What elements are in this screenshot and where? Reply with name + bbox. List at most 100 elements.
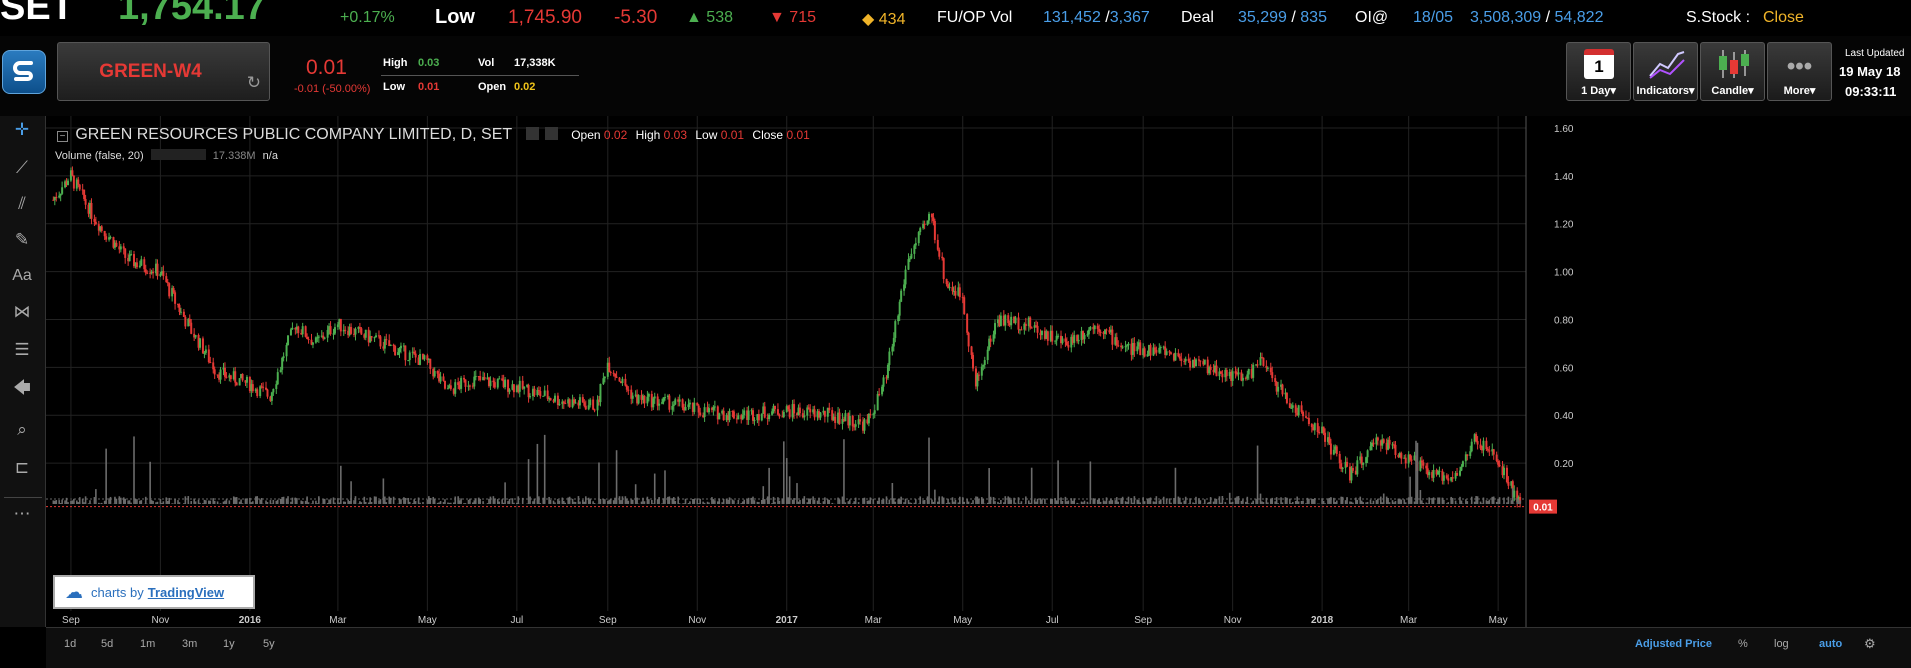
candle-body	[433, 371, 436, 377]
candle-body	[1428, 472, 1431, 476]
candle-body	[203, 352, 206, 354]
candle-body	[612, 372, 615, 374]
candle-body	[297, 326, 300, 333]
candle-body	[135, 262, 138, 268]
range-5d[interactable]: 5d	[101, 638, 114, 650]
candle-body	[1008, 322, 1011, 326]
volume-bar	[1470, 496, 1473, 504]
volume-bar	[872, 498, 875, 504]
volume-bar	[228, 500, 231, 504]
indicators-button[interactable]: Indicators▾	[1633, 42, 1698, 101]
candle-body	[222, 367, 225, 370]
volume-bar	[1168, 498, 1171, 504]
volume-bar	[1237, 496, 1240, 504]
brush-icon[interactable]: ✎	[14, 230, 30, 249]
candle-body	[1224, 370, 1227, 378]
price-chart[interactable]: 1.60 1.40 1.20 1.00 0.80 0.60 0.40 0.20 Sep Nov 20…	[46, 116, 1911, 627]
volume-bar	[1341, 496, 1344, 504]
range-1d[interactable]: 1d	[64, 638, 77, 650]
candle-body	[262, 386, 265, 388]
refresh-icon[interactable]: ↻	[246, 73, 261, 92]
more-dots-icon: •••	[1786, 53, 1813, 80]
auto-toggle[interactable]: auto	[1819, 638, 1843, 650]
volume-bar	[567, 497, 569, 504]
range-1y[interactable]: 1y	[223, 638, 235, 650]
candle-body	[55, 197, 58, 199]
percent-toggle[interactable]: %	[1738, 638, 1748, 650]
interval-button[interactable]: 1 1 Day▾	[1566, 42, 1631, 101]
log-toggle[interactable]: log	[1774, 638, 1789, 650]
candle-body	[923, 223, 926, 226]
candle-body	[1018, 329, 1021, 331]
candle-body	[379, 336, 382, 347]
crosshair-icon[interactable]: ✛	[14, 120, 30, 139]
candle-body	[244, 380, 247, 383]
volume-bar	[507, 501, 509, 504]
candle-body	[1149, 345, 1152, 356]
volume-icons[interactable]	[150, 149, 206, 160]
volume-bar	[822, 501, 825, 504]
gann-icon[interactable]: ☰	[14, 340, 30, 359]
chart-type-button[interactable]: Candle▾	[1700, 42, 1765, 101]
range-3m[interactable]: 3m	[182, 638, 198, 650]
legend-settings-icon[interactable]	[525, 127, 539, 140]
volume-bar	[384, 496, 386, 504]
trend-line-icon[interactable]: ⟋	[16, 158, 28, 177]
candle-body	[1256, 364, 1259, 366]
candle-body	[863, 419, 866, 431]
collapse-legend-icon[interactable]: −	[57, 131, 68, 142]
candle-body	[1391, 444, 1394, 446]
volume-bar	[1206, 502, 1209, 504]
pattern-icon[interactable]: ⋈	[13, 302, 31, 321]
range-5y[interactable]: 5y	[263, 638, 275, 650]
text-tool-icon[interactable]: Aa	[12, 267, 32, 284]
chart-settings-icon[interactable]: ⚙	[1864, 636, 1876, 651]
legend-source-icon[interactable]	[544, 127, 558, 140]
volume-bar	[115, 498, 118, 504]
candle-body	[674, 399, 677, 405]
candle-body	[353, 333, 356, 335]
candle-body	[992, 334, 995, 342]
candle-body	[1456, 473, 1459, 476]
tradingview-watermark[interactable]: ☁ charts by TradingView	[53, 575, 255, 609]
candle-body	[818, 411, 821, 418]
fibonacci-icon[interactable]: ⫽	[18, 194, 26, 213]
candle-body	[549, 398, 552, 401]
candle-body	[1260, 357, 1263, 359]
candle-body	[1109, 329, 1112, 333]
candle-body	[567, 399, 570, 404]
volume-bar	[400, 499, 402, 504]
watermark-brand[interactable]: TradingView	[147, 584, 225, 600]
volume-bar	[706, 501, 709, 504]
volume-bar	[282, 496, 285, 504]
candle-body	[477, 376, 480, 378]
adjusted-price-toggle[interactable]: Adjusted Price	[1635, 638, 1713, 650]
volume-bar	[1426, 503, 1429, 504]
candle-body	[119, 246, 122, 250]
volume-bar	[1120, 498, 1122, 504]
volume-bar	[671, 498, 674, 504]
volume-bar	[1437, 497, 1439, 504]
indicators-label: Indicators▾	[1636, 85, 1695, 97]
app-logo-icon[interactable]	[2, 50, 46, 94]
volume-bar	[948, 502, 951, 504]
candle-body	[152, 271, 155, 274]
candle-body	[1385, 442, 1388, 450]
range-1m[interactable]: 1m	[140, 638, 156, 650]
candle-body	[229, 375, 232, 380]
volume-bar	[477, 497, 480, 504]
back-arrow-icon[interactable]: 🡄	[13, 378, 31, 397]
candle-body	[413, 351, 416, 354]
symbol-selector[interactable]: GREEN-W4 ↻	[57, 42, 270, 101]
measure-icon[interactable]: ⊏	[14, 458, 30, 477]
candle-body	[350, 326, 353, 334]
more-button[interactable]: ••• More▾	[1767, 42, 1832, 101]
candle-body	[831, 410, 834, 420]
volume-bar	[463, 503, 465, 504]
candle-body	[725, 415, 728, 421]
candle-body	[1290, 407, 1293, 409]
volume-bar	[646, 496, 649, 504]
more-tools-icon[interactable]: ⋯	[13, 504, 31, 523]
zoom-icon[interactable]: ⌕	[17, 420, 27, 439]
